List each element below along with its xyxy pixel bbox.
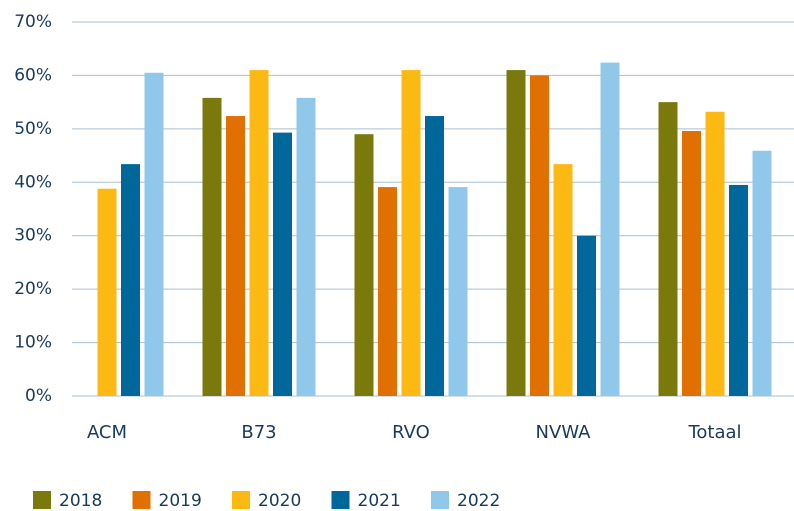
bar (97, 188, 117, 396)
bar (705, 111, 725, 396)
legend-label: 2021 (358, 491, 401, 511)
bar (378, 187, 397, 396)
x-tick-label: ACM (87, 422, 127, 443)
legend-label: 2018 (59, 491, 102, 511)
bar (144, 72, 164, 396)
x-tick-label: NVWA (536, 422, 592, 443)
y-tick-label: 40% (14, 172, 52, 192)
y-tick-label: 60% (14, 65, 52, 85)
bar (530, 75, 549, 396)
bar (506, 70, 526, 396)
y-tick-label: 70% (14, 12, 52, 32)
bar (354, 134, 374, 396)
legend-label: 2022 (457, 491, 500, 511)
y-tick-label: 50% (14, 119, 52, 139)
y-tick-label: 30% (14, 226, 52, 246)
legend-swatch (232, 491, 250, 509)
bar (249, 70, 269, 396)
legend-label: 2019 (159, 491, 202, 511)
legend-swatch (431, 491, 449, 509)
bar (425, 116, 444, 396)
bar (121, 164, 140, 396)
legend-swatch (132, 491, 151, 509)
x-tick-label: B73 (241, 422, 276, 443)
bar (273, 132, 292, 396)
legend-label: 2020 (258, 491, 301, 511)
bar (658, 102, 678, 397)
bar (752, 150, 772, 396)
bar (202, 97, 222, 397)
y-tick-label: 0% (25, 386, 52, 406)
bar (600, 62, 620, 396)
bar (401, 70, 421, 396)
bar (682, 130, 701, 396)
bar (226, 116, 245, 396)
bar (729, 184, 748, 396)
y-tick-label: 10% (14, 333, 52, 353)
x-tick-label: Totaal (687, 422, 741, 443)
bar (553, 164, 573, 396)
legend-swatch (33, 491, 51, 509)
bar (296, 97, 316, 397)
bar (577, 235, 596, 396)
legend-swatch (331, 491, 350, 509)
y-tick-label: 20% (14, 279, 52, 299)
bar (448, 187, 468, 396)
x-tick-label: RVO (392, 422, 430, 443)
